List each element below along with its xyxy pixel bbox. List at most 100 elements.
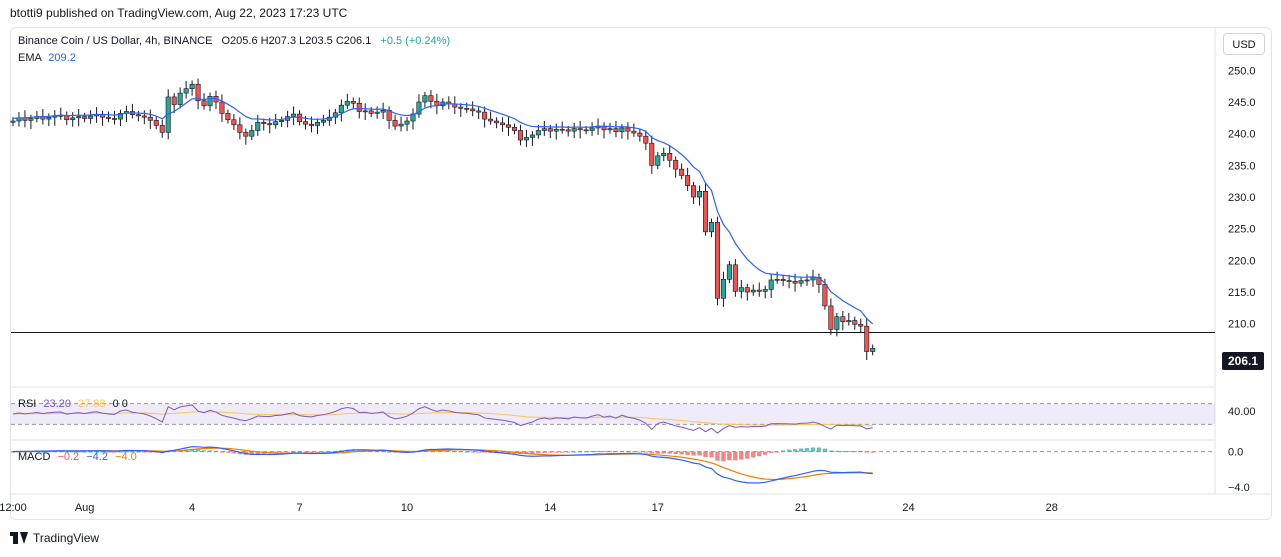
candle-body — [362, 110, 368, 113]
macd-histogram-bar — [219, 451, 225, 453]
macd-histogram-bar — [643, 451, 649, 453]
macd-histogram-bar — [124, 451, 129, 453]
macd-histogram-bar — [231, 451, 237, 454]
price-tick-label: 225.0 — [1228, 224, 1256, 236]
tradingview-footer[interactable]: TradingView — [10, 531, 99, 545]
candle-body — [464, 108, 470, 110]
macd-histogram-bar — [106, 451, 111, 453]
candle-body — [547, 128, 553, 132]
ema-legend[interactable]: EMA 209.2 — [18, 52, 76, 64]
macd-histogram-bar — [297, 451, 302, 453]
macd-histogram-bar — [255, 451, 260, 455]
macd-histogram-bar — [703, 451, 708, 458]
candle-body — [643, 135, 649, 144]
macd-histogram-bar — [858, 451, 863, 453]
candle-body — [243, 132, 249, 137]
macd-histogram-bar — [745, 451, 750, 459]
candle-body — [392, 120, 398, 127]
macd-histogram-bar — [566, 451, 571, 453]
ema-label: EMA — [18, 52, 42, 64]
currency-button[interactable]: USD — [1223, 33, 1265, 55]
macd-histogram-bar — [189, 448, 195, 452]
rsi-ma-value: 27.88 — [78, 398, 106, 410]
candle-body — [828, 305, 834, 330]
candle-body — [404, 120, 410, 125]
price-tick-label: 220.0 — [1228, 255, 1256, 267]
candle-body — [726, 264, 732, 280]
macd-histogram-bar — [195, 449, 201, 452]
macd-histogram-bar — [739, 451, 744, 460]
price-tick-label: 210.0 — [1228, 319, 1256, 331]
candle-body — [356, 102, 362, 112]
candle-body — [398, 123, 404, 127]
candle-body — [559, 128, 565, 131]
candle-body — [76, 116, 82, 119]
candle-body — [500, 122, 506, 126]
candle-body — [273, 121, 279, 126]
candle-body — [428, 95, 434, 102]
candle-body — [374, 111, 380, 114]
candle-body — [804, 279, 810, 282]
candle-body — [10, 120, 16, 123]
macd-histogram-bar — [763, 451, 768, 455]
publisher-line: btotti9 published on TradingView.com, Au… — [10, 6, 348, 20]
candle-body — [834, 316, 840, 330]
macd-histogram-bar — [380, 451, 386, 453]
time-tick-label: 17 — [652, 502, 664, 514]
time-tick-label: Aug — [75, 502, 95, 514]
macd-histogram-bar — [303, 451, 308, 453]
candle-body — [303, 121, 309, 125]
macd-signal-value: −4.0 — [115, 451, 137, 463]
candle-body — [28, 118, 34, 121]
candle-body — [171, 96, 177, 105]
macd-histogram-bar — [58, 451, 63, 453]
macd-histogram-bar — [285, 451, 290, 453]
macd-histogram-bar — [273, 451, 278, 453]
macd-histogram-bar — [840, 451, 846, 453]
macd-legend[interactable]: MACD −0.2 −4.2 −4.0 — [18, 451, 137, 463]
macd-histogram-bar — [619, 451, 625, 453]
candle-body — [225, 113, 231, 121]
macd-histogram-bar — [374, 451, 380, 453]
symbol-legend[interactable]: Binance Coin / US Dollar, 4h, BINANCE O2… — [18, 35, 450, 47]
candle-body — [177, 92, 183, 105]
candle-body — [153, 120, 159, 126]
macd-histogram-bar — [542, 451, 547, 453]
time-tick-label: 21 — [795, 502, 807, 514]
price-change: +0.5 (+0.24%) — [380, 35, 451, 47]
candle-body — [768, 279, 774, 290]
candle-body — [697, 191, 703, 198]
macd-histogram-bar — [601, 450, 607, 452]
macd-histogram-bar — [554, 451, 559, 453]
time-tick-label: 10 — [401, 502, 413, 514]
rsi-legend[interactable]: RSI 23.20 27.88 0 0 — [18, 398, 128, 410]
candle-body — [553, 128, 559, 132]
candle-body — [649, 142, 655, 166]
macd-histogram-bar — [315, 451, 320, 453]
macd-histogram-bar — [816, 447, 822, 452]
macd-histogram-bar — [237, 451, 243, 455]
candle-body — [744, 287, 750, 293]
macd-histogram-bar — [649, 451, 654, 454]
candle-body — [822, 284, 828, 307]
ema-line — [12, 97, 874, 325]
time-tick-label: 24 — [902, 502, 914, 514]
candle-body — [517, 130, 523, 141]
candle-body — [846, 320, 852, 323]
candle-body — [135, 114, 141, 117]
candle-body — [762, 289, 768, 292]
candle-body — [46, 116, 52, 120]
symbol-name: Binance Coin / US Dollar, 4h, BINANCE — [18, 35, 213, 47]
macd-histogram-bar — [864, 451, 869, 453]
macd-histogram-bar — [464, 451, 469, 453]
candle-body — [625, 127, 631, 132]
macd-histogram-bar — [691, 451, 696, 456]
macd-histogram-bar — [828, 450, 834, 452]
time-tick-label: 14 — [544, 502, 556, 514]
candle-body — [637, 132, 643, 137]
rsi-ma-line — [12, 411, 873, 426]
macd-line-value: −4.2 — [86, 451, 108, 463]
macd-histogram-bar — [536, 451, 541, 454]
macd-histogram-bar — [225, 451, 231, 453]
